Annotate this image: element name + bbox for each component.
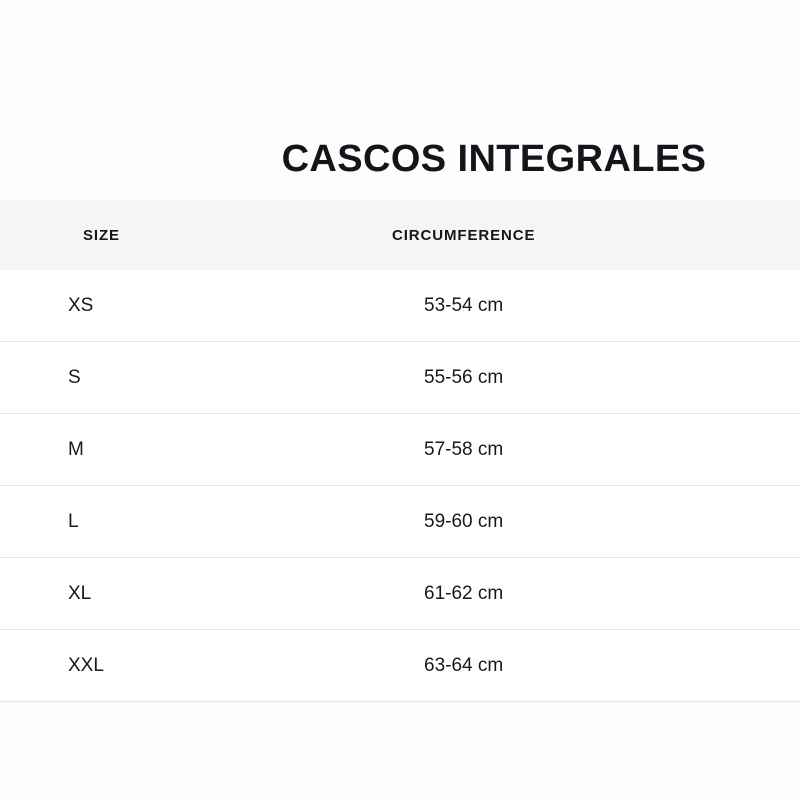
size-chart-table: SIZE CIRCUMFERENCE XS 53-54 cm S 55-56 c… xyxy=(0,200,800,702)
cell-size: XL xyxy=(0,557,330,630)
column-header-size: SIZE xyxy=(83,226,120,244)
cell-circumference: 63-64 cm xyxy=(330,629,800,702)
cell-circumference: 61-62 cm xyxy=(330,557,800,630)
column-header-circumference: CIRCUMFERENCE xyxy=(392,226,536,244)
cell-circumference: 55-56 cm xyxy=(330,341,800,414)
table-row: M 57-58 cm xyxy=(0,413,800,486)
cell-size: L xyxy=(0,485,330,558)
table-row: XXL 63-64 cm xyxy=(0,629,800,702)
table-body: XS 53-54 cm S 55-56 cm M 57-58 cm L 59-6… xyxy=(0,270,800,702)
cell-size: XXL xyxy=(0,629,330,702)
cell-size: M xyxy=(0,413,330,486)
cell-circumference: 57-58 cm xyxy=(330,413,800,486)
cell-size: XS xyxy=(0,270,330,342)
page-title: CASCOS INTEGRALES xyxy=(281,138,707,181)
page-title-block: CASCOS INTEGRALES xyxy=(0,112,800,207)
table-row: XS 53-54 cm xyxy=(0,270,800,342)
table-row: S 55-56 cm xyxy=(0,341,800,414)
table-header: SIZE CIRCUMFERENCE xyxy=(0,200,800,270)
table-row: L 59-60 cm xyxy=(0,485,800,558)
cell-circumference: 53-54 cm xyxy=(330,270,800,342)
cell-circumference: 59-60 cm xyxy=(330,485,800,558)
cell-size: S xyxy=(0,341,330,414)
table-row: XL 61-62 cm xyxy=(0,557,800,630)
table-header-row: SIZE CIRCUMFERENCE xyxy=(0,200,800,270)
